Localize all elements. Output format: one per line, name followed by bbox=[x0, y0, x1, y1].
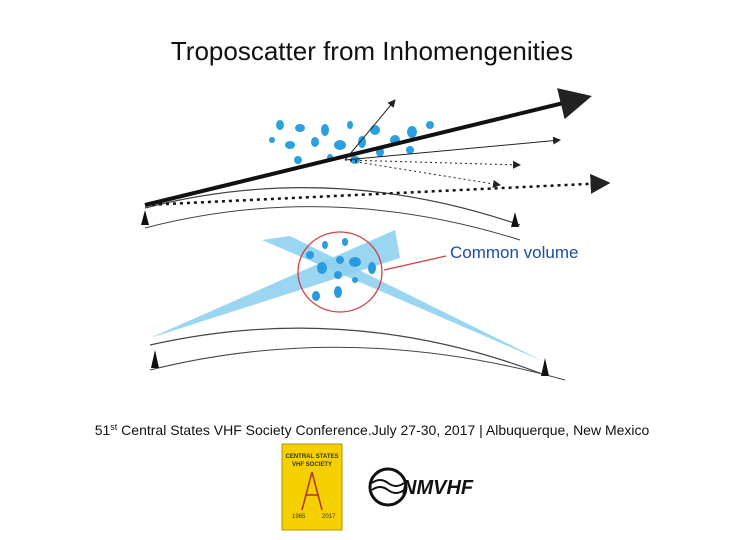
common-volume-label: Common volume bbox=[450, 243, 579, 262]
csvhfs-logo: CENTRAL STATES VHF SOCIETY 1965 2017 bbox=[281, 443, 343, 531]
footer-superscript: st bbox=[110, 422, 118, 432]
logo-line1: CENTRAL STATES bbox=[285, 454, 338, 460]
logo-end: 2017 bbox=[322, 514, 336, 520]
logo-name: NMVHF bbox=[402, 477, 474, 499]
title: Troposcatter from Inhomengenities bbox=[171, 36, 573, 66]
logo-line2: VHF SOCIETY bbox=[292, 462, 332, 468]
upper-diagram bbox=[141, 88, 611, 241]
logo-start: 1965 bbox=[292, 514, 306, 520]
footer: 51st Central States VHF Society Conferen… bbox=[95, 422, 650, 438]
nmvhf-logo: NMVHF bbox=[368, 467, 474, 507]
lower-diagram bbox=[149, 230, 566, 381]
footer-text: Central States VHF Society Conference.Ju… bbox=[117, 422, 649, 438]
footer-number: 51 bbox=[95, 422, 111, 438]
